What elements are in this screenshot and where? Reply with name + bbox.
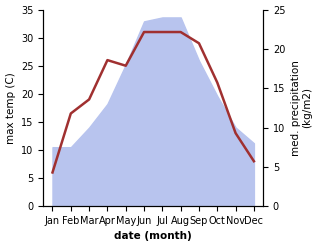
Y-axis label: max temp (C): max temp (C) [5,72,16,144]
Y-axis label: med. precipitation
(kg/m2): med. precipitation (kg/m2) [291,60,313,156]
X-axis label: date (month): date (month) [114,231,192,242]
